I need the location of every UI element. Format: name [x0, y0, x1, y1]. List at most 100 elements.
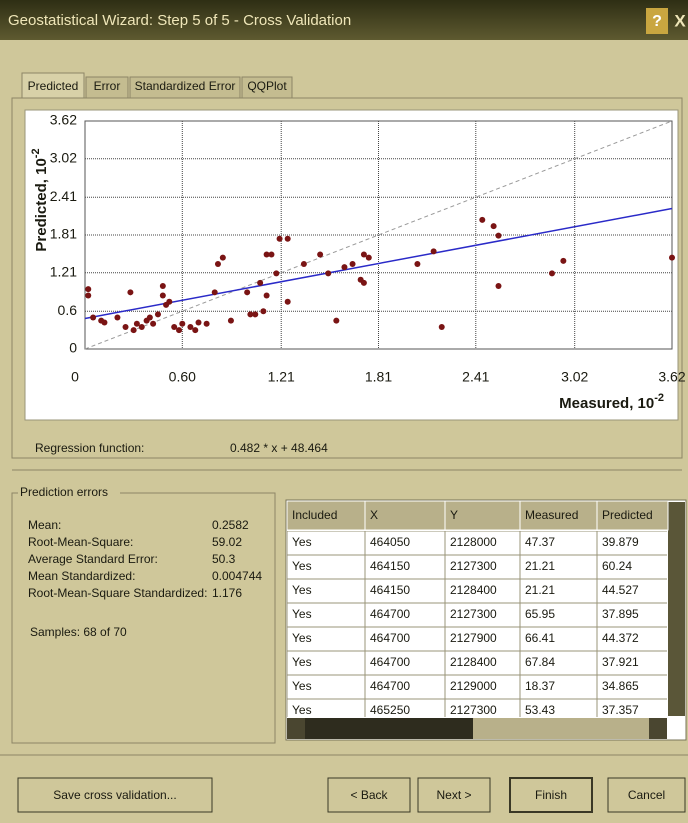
- cell: [596, 650, 667, 676]
- scroll-left[interactable]: [287, 718, 305, 739]
- vertical-scrollbar[interactable]: [668, 502, 685, 716]
- tab[interactable]: [129, 76, 241, 99]
- cell-text: 65.95: [525, 607, 555, 621]
- error-name: Mean Standardized:: [28, 569, 135, 583]
- cell-text: 2128400: [450, 583, 497, 597]
- button[interactable]: [509, 777, 593, 813]
- point: [495, 283, 502, 290]
- column-header-label: X: [370, 508, 378, 522]
- tab[interactable]: [85, 76, 129, 99]
- group-title-bg: [18, 486, 120, 500]
- button[interactable]: [607, 777, 686, 813]
- scroll-right[interactable]: [649, 718, 667, 739]
- column-header[interactable]: [364, 500, 446, 531]
- point: [360, 251, 367, 258]
- button-label: < Back: [350, 788, 388, 802]
- error-value: 0.2582: [212, 518, 249, 532]
- tab[interactable]: [241, 76, 293, 99]
- column-header-label: Included: [292, 508, 337, 522]
- cell: [364, 554, 446, 580]
- cell-text: 37.357: [602, 703, 639, 717]
- error-value: 0.004744: [212, 569, 262, 583]
- cell: [596, 578, 667, 604]
- x-axis-label-exp: -2: [654, 392, 664, 404]
- point: [333, 317, 340, 324]
- cell-text: 464050: [370, 535, 410, 549]
- cell-text: 60.24: [602, 559, 632, 573]
- error-name: Root-Mean-Square Standardized:: [28, 586, 207, 600]
- regression-value: 0.482 * x + 48.464: [230, 441, 328, 455]
- cell-text: 67.84: [525, 655, 555, 669]
- point: [159, 283, 166, 290]
- tab-label: QQPlot: [247, 79, 287, 93]
- x-tick-label: 1.21: [268, 369, 295, 385]
- point: [260, 308, 267, 315]
- y-tick-label: 1.21: [50, 263, 77, 279]
- x-tick-label: 2.41: [462, 369, 489, 385]
- point: [669, 254, 675, 261]
- cell-text: Yes: [292, 583, 312, 597]
- tab[interactable]: [21, 72, 85, 99]
- cell: [596, 674, 667, 700]
- point: [430, 248, 437, 255]
- tab-label: Predicted: [28, 79, 79, 93]
- point: [187, 323, 194, 330]
- cell: [444, 554, 521, 580]
- y-tick-label: 0: [69, 340, 77, 356]
- cell-text: 464700: [370, 655, 410, 669]
- point: [360, 279, 367, 286]
- column-header-label: Y: [450, 508, 458, 522]
- button[interactable]: [417, 777, 491, 813]
- point: [252, 311, 259, 318]
- cell: [444, 531, 521, 556]
- cell-text: 21.21: [525, 559, 555, 573]
- cell-text: 37.921: [602, 655, 639, 669]
- cell: [596, 602, 667, 628]
- cell: [364, 602, 446, 628]
- point: [166, 298, 173, 305]
- point: [263, 251, 270, 258]
- help-button[interactable]: [646, 8, 668, 34]
- cell-text: 34.865: [602, 679, 639, 693]
- button-label: Next >: [436, 788, 471, 802]
- point: [130, 327, 137, 334]
- cell-text: 2129000: [450, 679, 497, 693]
- cell-text: 464700: [370, 607, 410, 621]
- button[interactable]: [327, 777, 411, 813]
- cell-text: 464700: [370, 679, 410, 693]
- cell: [364, 626, 446, 652]
- x-tick-label: 1.81: [365, 369, 392, 385]
- column-header[interactable]: [286, 500, 366, 531]
- button-label: Cancel: [628, 788, 665, 802]
- y-tick-label: 3.02: [50, 149, 77, 165]
- point: [127, 289, 134, 296]
- cell-text: 464150: [370, 559, 410, 573]
- x-tick-label: 3.02: [561, 369, 588, 385]
- x-tick-label: 3.62: [658, 369, 685, 385]
- y-tick-label: 3.62: [50, 112, 77, 128]
- column-header[interactable]: [519, 500, 598, 531]
- cell-text: 464150: [370, 583, 410, 597]
- column-header[interactable]: [596, 500, 669, 531]
- point: [101, 319, 108, 326]
- button[interactable]: [17, 777, 213, 813]
- cell-text: 2127300: [450, 703, 497, 717]
- cell-text: Yes: [292, 703, 312, 717]
- scroll-thumb[interactable]: [305, 718, 473, 739]
- column-header[interactable]: [444, 500, 521, 531]
- cell-text: 2128400: [450, 655, 497, 669]
- group-title: Prediction errors: [20, 485, 108, 499]
- title-bar: [0, 0, 688, 40]
- point: [284, 298, 291, 305]
- column-header-label: Measured: [525, 508, 578, 522]
- cell-text: 464700: [370, 631, 410, 645]
- point: [85, 292, 92, 299]
- point: [90, 314, 97, 321]
- y-axis-label-base: Predicted, 10: [33, 158, 50, 251]
- error-value: 59.02: [212, 535, 242, 549]
- plot-frame: [84, 120, 673, 350]
- cell: [364, 531, 446, 556]
- close-button[interactable]: X: [674, 11, 686, 30]
- point: [146, 314, 153, 321]
